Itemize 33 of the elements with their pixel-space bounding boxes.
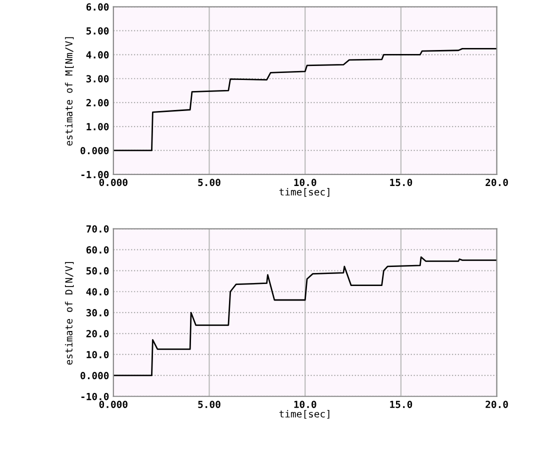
y-tick-label: 60.0 [86,246,109,254]
y-tick-label: 1.00 [86,122,109,130]
x-tick-label: 10.0 [294,400,316,408]
line-series [113,256,497,376]
y-tick-label: 50.0 [86,267,109,274]
x-tick-label: 20.0 [486,178,508,186]
x-tick-label: 0.000 [99,400,128,408]
y-tick-label: 30.0 [86,309,109,316]
x-tick-label: 15.0 [390,178,412,186]
y-tick-label: 70.0 [86,225,109,233]
y-tick-label: 6.00 [86,3,109,11]
x-tick-label: 5.00 [198,400,220,408]
line-series [113,48,497,152]
x-tick-label: 10.0 [294,178,316,186]
y-tick-label: 20.0 [86,330,109,338]
y-tick-label: 5.00 [86,27,109,35]
y-tick-label: 10.0 [86,350,109,358]
y-tick-label: 0.000 [80,372,109,380]
y-tick-label: -10.0 [81,392,109,400]
x-axis-title: time[sec] [279,410,330,419]
x-tick-label: 0.000 [99,178,128,186]
y-tick-label: -1.00 [81,170,109,178]
x-axis-title: time[sec] [279,188,330,197]
y-tick-label: 40.0 [86,288,109,296]
y-axis-title: estimate of D[N/V] [65,262,74,365]
y-tick-label: 3.00 [86,75,109,82]
y-tick-label: 2.00 [86,99,109,106]
y-tick-label: 4.00 [86,51,109,59]
x-tick-label: 15.0 [390,400,412,408]
y-axis-title: estimate of M[Nm/V] [65,37,74,146]
x-tick-label: 20.0 [486,400,508,408]
x-tick-label: 5.00 [198,178,220,186]
y-tick-label: 0.000 [80,146,109,154]
